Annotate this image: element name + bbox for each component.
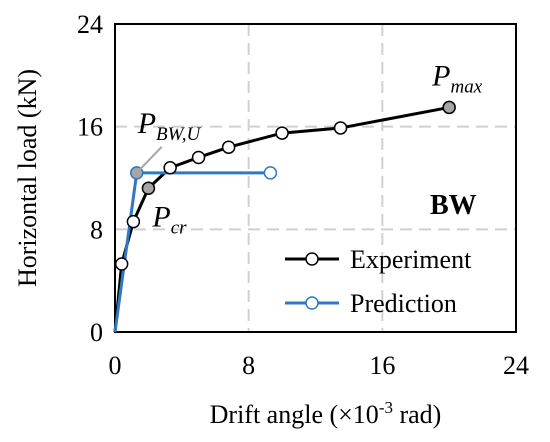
y-tick-label: 16 xyxy=(77,113,103,142)
legend-label-experiment: Experiment xyxy=(350,245,472,274)
y-tick-label: 8 xyxy=(90,215,103,244)
plot-frame xyxy=(114,23,517,333)
x-axis-title: Drift angle (×10-3 rad) xyxy=(210,398,442,429)
data-point-experiment xyxy=(114,257,129,271)
y-axis-title: Horizontal load (kN) xyxy=(13,69,42,287)
x-axis-title-sup: -3 xyxy=(379,398,393,417)
x-tick-label: 16 xyxy=(369,351,395,380)
legend-marker-experiment xyxy=(305,252,319,266)
annotation-pmax: Pmax xyxy=(431,59,483,97)
pbwu-leader-line xyxy=(136,146,163,174)
specimen-label: BW xyxy=(430,190,477,221)
data-point-experiment xyxy=(333,121,348,135)
series-line-prediction xyxy=(113,171,271,333)
annotation-pbwu: PBW,U xyxy=(137,107,202,145)
data-point-prediction xyxy=(263,166,278,180)
x-tick-label: 24 xyxy=(503,351,529,380)
grid xyxy=(115,24,516,332)
data-point-experiment xyxy=(221,140,236,154)
y-tick-label: 24 xyxy=(77,10,103,39)
series-layer xyxy=(113,100,456,333)
data-point-experiment xyxy=(442,100,456,115)
data-point-experiment xyxy=(191,150,206,165)
data-point-experiment xyxy=(275,126,289,140)
y-tick-label: 0 xyxy=(90,318,103,347)
legend: Experiment Prediction xyxy=(285,245,472,318)
legend-marker-prediction xyxy=(305,296,319,310)
tick-layer: 0 8 16 24 0 8 16 24 xyxy=(77,10,529,380)
data-point-experiment xyxy=(163,160,177,175)
legend-label-prediction: Prediction xyxy=(350,289,457,318)
annotation-layer: Pmax PBW,U Pcr xyxy=(136,59,483,238)
annotation-pcr: Pcr xyxy=(151,200,187,238)
x-tick-label: 8 xyxy=(242,351,255,380)
data-point-experiment xyxy=(141,181,156,196)
x-tick-label: 0 xyxy=(109,351,122,380)
data-point-experiment xyxy=(126,214,141,229)
